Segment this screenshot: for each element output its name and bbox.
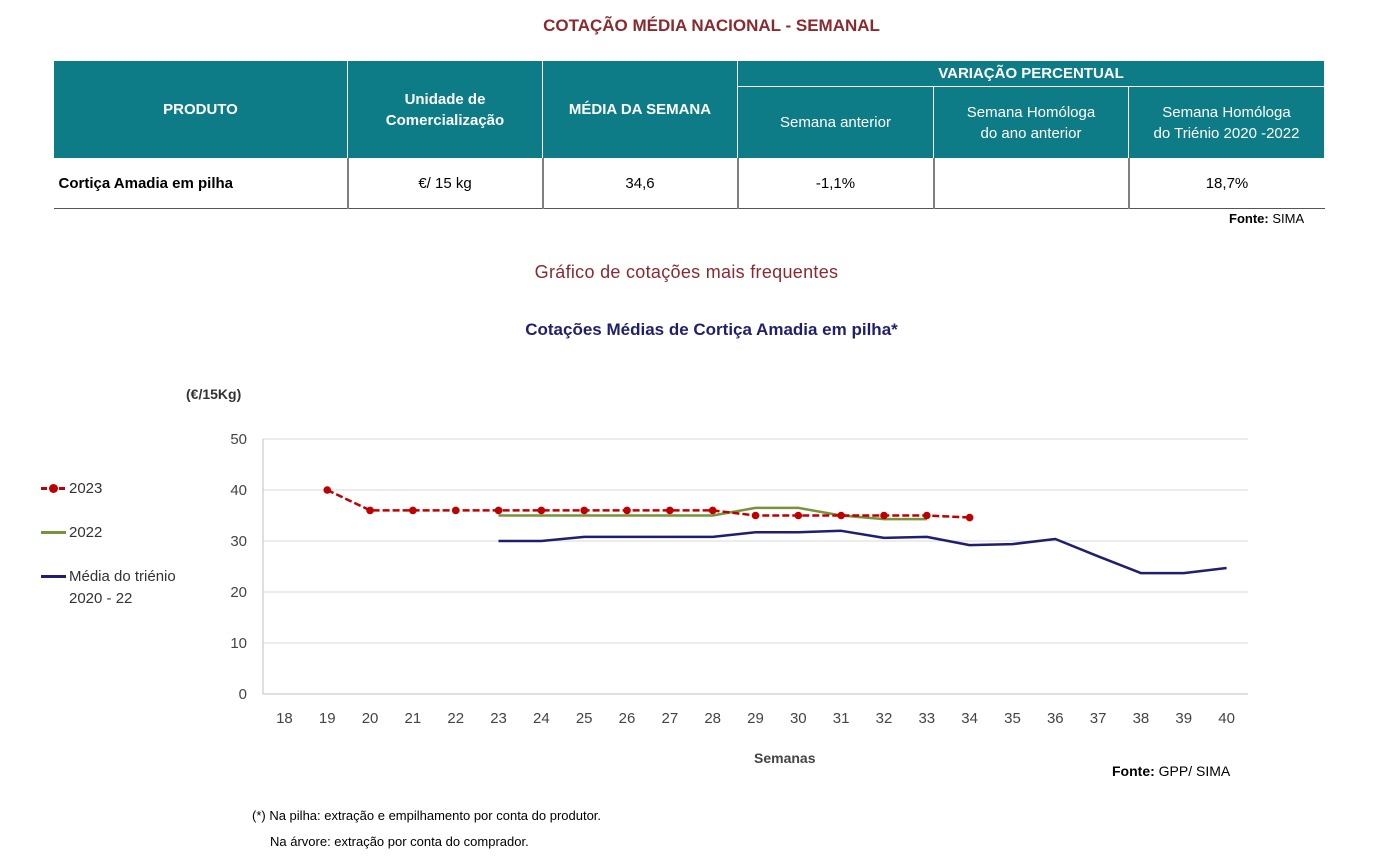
series-point-0-25 [580,506,588,515]
legend-item-2023: 2023 [40,478,102,500]
x-tick-label-39: 39 [1175,710,1192,727]
cell-semana-anterior: -1,1% [736,158,934,209]
quotation-table: PRODUTO Unidade de Comercialização MÉDIA… [53,60,1325,209]
header-variacao: VARIAÇÃO PERCENTUAL [737,60,1325,87]
header-trienio-line2: do Triénio 2020 -2022 [1153,124,1300,142]
x-tick-label-31: 31 [833,710,850,727]
chart-title: Cotações Médias de Cortiça Amadia em pil… [525,320,898,339]
series-point-0-23 [494,506,503,515]
header-unidade-line2: Comercialização [385,111,505,129]
y-tick-label-10: 10 [230,635,247,652]
series-line-0 [326,488,970,519]
legend-swatch-2023 [40,478,66,498]
legend-item-2022: 2022 [40,522,102,544]
y-tick-label-50: 50 [230,431,247,448]
x-tick-label-29: 29 [747,710,764,727]
legend-item-trienio: Média do triénio 2020 - 22 [40,566,176,610]
x-tick-label-35: 35 [1004,710,1021,727]
header-trienio: Semana Homóloga do Triénio 2020 -2022 [1128,86,1325,159]
cell-unidade: €/ 15 kg [346,158,543,209]
cell-homologa [932,158,1129,209]
x-tick-label-38: 38 [1133,710,1150,727]
x-tick-label-18: 18 [276,710,293,727]
x-tick-label-36: 36 [1047,710,1064,727]
footnote-1: (*) Na pilha: extração e empilhamento po… [252,808,602,823]
x-tick-label-26: 26 [619,710,636,727]
legend-label-trienio: Média do triénio 2020 - 22 [69,566,176,610]
x-tick-label-21: 21 [405,710,422,727]
x-tick-label-23: 23 [490,710,507,727]
series-point-0-22 [451,506,460,515]
header-unidade: Unidade de Comercialização [347,60,543,159]
table-source-label: Fonte: [1229,211,1269,226]
series-point-0-24 [537,506,546,515]
x-tick-label-32: 32 [876,710,893,727]
x-tick-label-28: 28 [704,710,721,727]
cell-produto: Cortiça Amadia em pilha [53,158,348,209]
header-media: MÉDIA DA SEMANA [542,60,738,159]
legend-label-2022: 2022 [69,524,103,541]
chart-source-value: GPP/ SIMA [1158,763,1231,779]
series-point-0-21 [409,506,417,515]
cell-media: 34,6 [541,158,738,209]
header-trienio-line1: Semana Homóloga [1162,103,1291,121]
legend-label-2023: 2023 [69,480,103,497]
series-point-0-27 [666,506,674,515]
x-axis-label: Semanas [754,750,816,766]
x-tick-label-27: 27 [662,710,679,727]
series-point-0-32 [880,511,888,520]
header-homologa-line1: Semana Homóloga [966,103,1096,121]
x-tick-label-30: 30 [790,710,807,727]
footnote-2: Na árvore: extração por conta do comprad… [270,834,529,849]
chart-source-label: Fonte: [1112,763,1155,779]
chart-source: Fonte: GPP/ SIMA [1112,763,1230,779]
series-point-0-29 [751,511,760,520]
x-tick-label-37: 37 [1090,710,1107,727]
y-tick-label-30: 30 [230,533,247,550]
header-unidade-line1: Unidade de [404,90,486,108]
series-point-0-34 [965,513,974,522]
header-homologa-line2: do ano anterior [980,124,1082,142]
y-tick-label-0: 0 [239,686,247,703]
x-tick-label-33: 33 [918,710,935,727]
legend-swatch-2022 [40,522,66,542]
header-produto: PRODUTO [53,60,348,159]
x-tick-label-24: 24 [533,710,550,727]
series-line-2 [498,529,1227,575]
table-source: Fonte: SIMA [1229,211,1304,226]
y-tick-label-20: 20 [230,584,247,601]
legend-label-trienio-line2: 2020 - 22 [69,590,133,607]
table-row: Cortiça Amadia em pilha €/ 15 kg 34,6 -1… [53,158,1325,209]
series-point-0-20 [366,506,374,515]
series-point-0-26 [623,506,631,515]
header-semana-anterior: Semana anterior [737,86,934,159]
table-source-value: SIMA [1272,211,1305,226]
section-title: Gráfico de cotações mais frequentes [534,262,839,282]
legend-swatch-trienio [40,566,66,586]
series-point-0-28 [708,506,717,515]
series-point-0-30 [794,511,803,520]
y-tick-label-40: 40 [230,482,247,499]
x-tick-label-40: 40 [1218,710,1235,727]
x-tick-label-20: 20 [362,710,379,727]
series-point-0-19 [323,486,332,494]
cell-trienio: 18,7% [1127,158,1325,209]
y-axis-label: (€/15Kg) [186,386,242,402]
x-tick-label-22: 22 [447,710,464,727]
header-homologa: Semana Homóloga do ano anterior [933,86,1129,159]
x-tick-label-19: 19 [319,710,336,727]
series-point-0-31 [837,511,845,520]
page-title: COTAÇÃO MÉDIA NACIONAL - SEMANAL [543,16,880,35]
x-tick-label-34: 34 [961,710,978,727]
legend-label-trienio-line1: Média do triénio [69,568,176,585]
series-point-0-33 [923,511,931,520]
x-tick-label-25: 25 [576,710,593,727]
